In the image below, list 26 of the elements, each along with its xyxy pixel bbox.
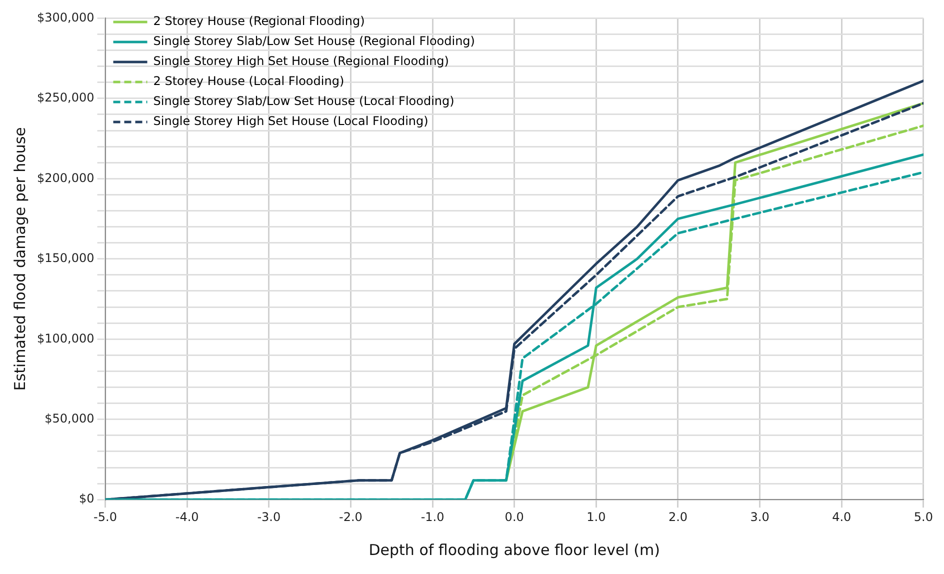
y-tick-label: $0: [78, 492, 94, 506]
legend-label: Single Storey High Set House (Regional Flooding): [153, 54, 449, 68]
x-tick-label: 4.0: [832, 510, 852, 524]
y-tick-label: $250,000: [36, 90, 94, 105]
y-tick-label: $100,000: [36, 331, 94, 346]
legend-label: 2 Storey House (Regional Flooding): [153, 14, 365, 28]
legend-label: Single Storey Slab/Low Set House (Local Flooding): [153, 94, 454, 108]
legend-label: 2 Storey House (Local Flooding): [153, 74, 344, 88]
x-tick-label: -3.0: [257, 510, 281, 524]
x-tick-label: 5.0: [914, 510, 934, 524]
x-tick-label: 1.0: [586, 510, 606, 524]
y-axis-title: Estimated flood damage per house: [10, 127, 29, 391]
legend-label: Single Storey High Set House (Local Flooding): [153, 114, 428, 128]
x-axis-title: Depth of flooding above floor level (m): [368, 540, 660, 559]
legend-label: Single Storey Slab/Low Set House (Regional Flooding): [153, 34, 475, 48]
y-tick-label: $50,000: [44, 411, 94, 426]
x-tick-label: -4.0: [175, 510, 199, 524]
y-tick-label: $200,000: [36, 170, 94, 185]
y-tick-label: $300,000: [36, 10, 94, 24]
x-tick-label: 0.0: [504, 510, 524, 524]
x-tick-label: 2.0: [668, 510, 688, 524]
x-tick-label: -2.0: [339, 510, 362, 524]
x-tick-label: -1.0: [420, 510, 444, 524]
x-tick-label: -5.0: [94, 510, 117, 524]
x-tick-label: 3.0: [750, 510, 770, 524]
y-tick-label: $150,000: [36, 251, 94, 266]
